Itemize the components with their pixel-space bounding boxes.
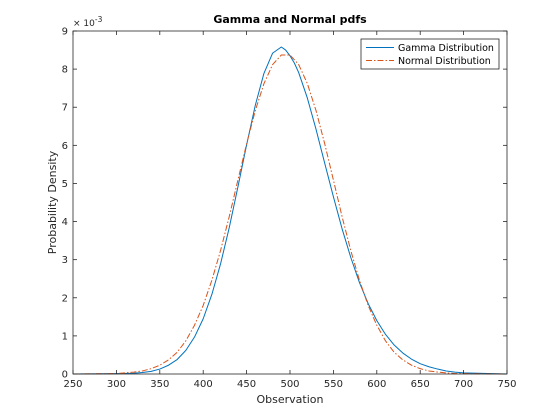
x-tick-label: 750 <box>497 379 516 390</box>
x-tick-label: 600 <box>367 379 386 390</box>
y-tick-label: 6 <box>62 141 68 152</box>
x-tick-label: 500 <box>280 379 299 390</box>
y-exponent-base: × 10 <box>73 19 95 29</box>
x-tick-label: 650 <box>411 379 430 390</box>
legend-box <box>360 38 500 70</box>
legend-label-normal: Normal Distribution <box>398 56 491 67</box>
y-tick-label: 1 <box>62 331 68 342</box>
legend-label-gamma: Gamma Distribution <box>398 43 494 54</box>
x-tick-label: 700 <box>454 379 473 390</box>
y-axis-label: Probability Density <box>46 150 59 254</box>
y-tick-label: 3 <box>62 255 68 266</box>
x-tick-label: 450 <box>237 379 256 390</box>
x-tick-label: 300 <box>107 379 126 390</box>
y-tick-label: 8 <box>62 65 68 76</box>
x-axis-label: Observation <box>257 393 324 406</box>
axes-layer: 250 300 350 400 450 500 550 600 650 700 750 0 1 2 3 4 5 6… <box>62 27 517 391</box>
x-tick-label: 250 <box>63 379 82 390</box>
y-exponent-label: × 10-3 <box>73 15 103 29</box>
y-tick-label: 9 <box>62 27 68 38</box>
series-line-normal <box>72 54 508 375</box>
y-tick-label: 7 <box>62 103 68 114</box>
series-layer <box>72 46 508 375</box>
x-tick-label: 350 <box>150 379 169 390</box>
y-tick-label: 4 <box>62 217 68 228</box>
y-tick-label: 2 <box>62 293 68 304</box>
plot-area <box>73 31 507 374</box>
y-tick-label: 0 <box>62 370 68 381</box>
y-tick-label: 5 <box>62 179 68 190</box>
legend: Gamma Distribution Normal Distribution <box>360 38 500 70</box>
y-exponent-power: -3 <box>95 15 103 24</box>
series-line-gamma <box>72 46 508 375</box>
x-tick-label: 400 <box>194 379 213 390</box>
x-tick-label: 550 <box>324 379 343 390</box>
chart-title: Gamma and Normal pdfs <box>213 13 367 26</box>
